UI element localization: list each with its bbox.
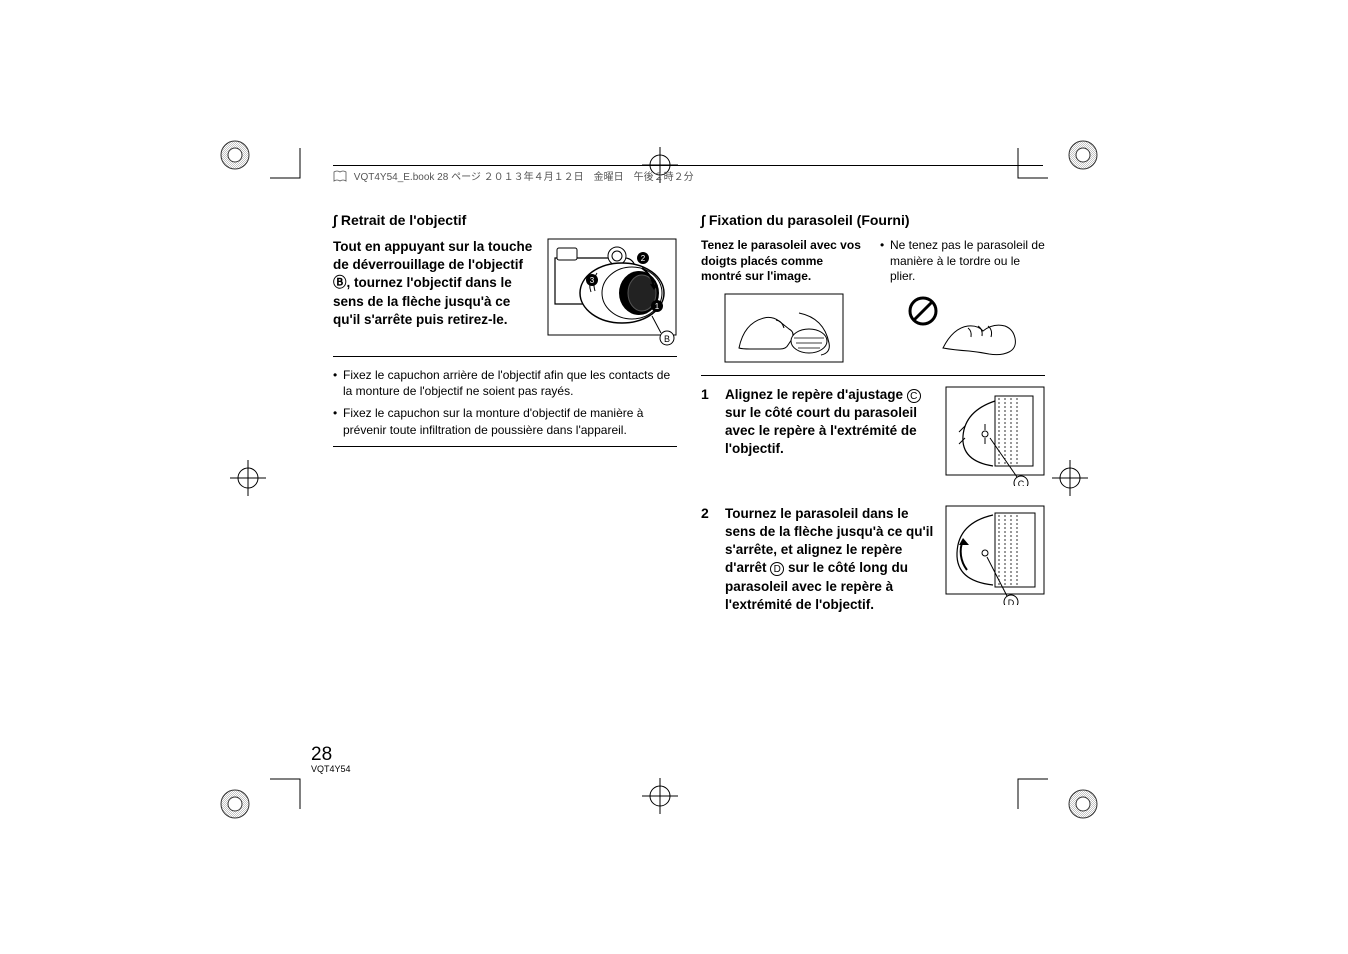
crop-corner-br xyxy=(988,749,1048,809)
crosshair-right xyxy=(1052,460,1088,496)
left-column: ∫Retrait de l'objectif Tout en appuyant … xyxy=(333,212,677,628)
step1-diagram: C xyxy=(945,386,1045,491)
svg-text:3: 3 xyxy=(590,276,595,285)
camera-lens-diagram: 2 3 1 B xyxy=(547,238,677,346)
page-footer: 28 VQT4Y54 xyxy=(311,744,351,774)
list-item: Fixez le capuchon arrière de l'objectif … xyxy=(333,367,677,399)
step2-text: Tournez le parasoleil dans le sens de la… xyxy=(725,505,935,614)
step1-text-b: sur le côté court du parasoleil avec le … xyxy=(725,405,917,456)
registration-mark-top-right xyxy=(1063,135,1103,175)
svg-text:C: C xyxy=(1018,479,1025,486)
page-header: VQT4Y54_E.book 28 ページ ２０１３年４月１２日 金曜日 午後２… xyxy=(333,165,1043,183)
svg-text:B: B xyxy=(664,334,670,344)
crosshair-left xyxy=(230,460,266,496)
hold-wrong-diagram xyxy=(880,293,1045,363)
divider xyxy=(333,356,677,357)
step1-text-a: Alignez le repère d'ajustage xyxy=(725,387,907,402)
hold-correct-diagram xyxy=(701,293,866,363)
step-number: 1 xyxy=(701,386,715,402)
header-text: VQT4Y54_E.book 28 ページ ２０１３年４月１２日 金曜日 午後２… xyxy=(354,172,694,183)
right-column: ∫Fixation du parasoleil (Fourni) Tenez l… xyxy=(701,212,1045,628)
list-item: Fixez le capuchon sur la monture d'objec… xyxy=(333,405,677,437)
crosshair-bottom xyxy=(642,778,678,814)
lens-removal-notes: Fixez le capuchon arrière de l'objectif … xyxy=(333,367,677,438)
left-title-text: Retrait de l'objectif xyxy=(341,212,466,228)
book-icon xyxy=(333,169,347,183)
lens-removal-instruction: Tout en appuyant sur la touche de déverr… xyxy=(333,238,539,329)
marker-d: D xyxy=(770,562,784,576)
section-title-right: ∫Fixation du parasoleil (Fourni) xyxy=(701,212,1045,228)
svg-text:1: 1 xyxy=(655,302,660,311)
step-number: 2 xyxy=(701,505,715,521)
hold-instruction: Tenez le parasoleil avec vos doigts plac… xyxy=(701,238,866,285)
hold-warning: Ne tenez pas le parasoleil de manière à … xyxy=(880,238,1045,285)
registration-mark-bottom-right xyxy=(1063,784,1103,824)
bullet-square-icon: ∫ xyxy=(701,212,705,228)
crop-corner-tl xyxy=(270,148,330,208)
section-title-left: ∫Retrait de l'objectif xyxy=(333,212,677,228)
step2-diagram: D xyxy=(945,505,1045,610)
marker-c: C xyxy=(907,389,921,403)
registration-mark-bottom-left xyxy=(215,784,255,824)
document-id: VQT4Y54 xyxy=(311,764,351,774)
page-content: ∫Retrait de l'objectif Tout en appuyant … xyxy=(333,212,1045,628)
divider xyxy=(333,446,677,447)
svg-text:D: D xyxy=(1008,598,1015,605)
bullet-square-icon: ∫ xyxy=(333,212,337,228)
svg-text:2: 2 xyxy=(641,254,646,263)
right-title-text: Fixation du parasoleil (Fourni) xyxy=(709,212,910,228)
step1-text: Alignez le repère d'ajustage C sur le cô… xyxy=(725,386,935,459)
divider xyxy=(701,375,1045,376)
registration-mark-top-left xyxy=(215,135,255,175)
page-number: 28 xyxy=(311,744,332,765)
